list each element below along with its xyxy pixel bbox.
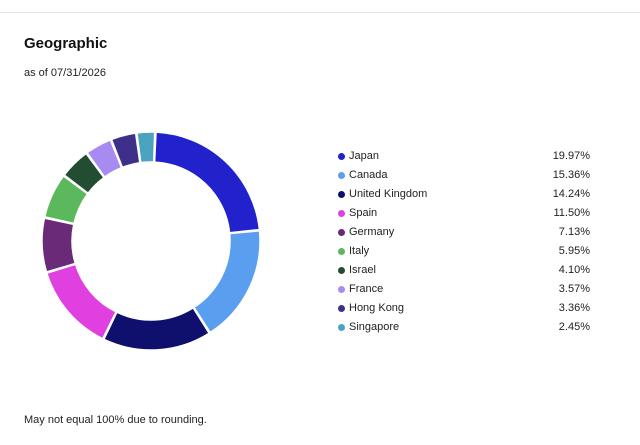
legend-swatch-singapore bbox=[338, 324, 345, 331]
legend-label-japan: Japan bbox=[349, 150, 379, 162]
donut-slice-japan[interactable] bbox=[153, 131, 261, 234]
legend-label-spain: Spain bbox=[349, 207, 378, 219]
legend-item-japan: Japan 19.97% bbox=[338, 148, 590, 167]
donut-slice-singapore[interactable] bbox=[136, 131, 156, 164]
legend-label-united-kingdom: United Kingdom bbox=[349, 188, 428, 200]
legend-value-japan: 19.97% bbox=[552, 150, 590, 162]
legend-value-singapore: 2.45% bbox=[558, 321, 590, 333]
legend-label-france: France bbox=[349, 283, 384, 295]
legend-label-hong-kong: Hong Kong bbox=[349, 302, 405, 314]
legend-value-hong-kong: 3.36% bbox=[558, 302, 590, 314]
legend-value-united-kingdom: 14.24% bbox=[552, 188, 590, 200]
legend-swatch-germany bbox=[338, 229, 345, 236]
legend-swatch-spain bbox=[338, 210, 345, 217]
donut-slice-canada[interactable] bbox=[192, 230, 261, 334]
donut-slice-israel[interactable] bbox=[63, 152, 105, 195]
legend-label-israel: Israel bbox=[349, 264, 376, 276]
legend-item-germany: Germany 7.13% bbox=[338, 224, 590, 243]
legend-item-singapore: Singapore 2.45% bbox=[338, 319, 590, 338]
legend-swatch-japan bbox=[338, 153, 345, 160]
legend-label-italy: Italy bbox=[349, 245, 370, 257]
legend-label-canada: Canada bbox=[349, 169, 388, 181]
legend-swatch-united-kingdom bbox=[338, 191, 345, 198]
legend-value-germany: 7.13% bbox=[558, 226, 590, 238]
donut-slice-italy[interactable] bbox=[43, 175, 89, 225]
as-of-date: as of 07/31/2026 bbox=[24, 67, 106, 79]
legend-item-france: France 3.57% bbox=[338, 281, 590, 300]
legend-value-italy: 5.95% bbox=[558, 245, 590, 257]
legend-swatch-hong-kong bbox=[338, 305, 345, 312]
donut-slice-united-kingdom[interactable] bbox=[102, 306, 211, 351]
top-divider bbox=[0, 12, 640, 13]
legend-item-hong-kong: Hong Kong 3.36% bbox=[338, 300, 590, 319]
legend-value-canada: 15.36% bbox=[552, 169, 590, 181]
legend-value-israel: 4.10% bbox=[558, 264, 590, 276]
rounding-footnote: May not equal 100% due to rounding. bbox=[24, 414, 207, 426]
geographic-donut-chart bbox=[41, 131, 261, 351]
legend-swatch-france bbox=[338, 286, 345, 293]
legend-label-singapore: Singapore bbox=[349, 321, 400, 333]
chart-legend: Japan 19.97% Canada 15.36% United Kingdom 14.… bbox=[338, 148, 590, 338]
legend-swatch-italy bbox=[338, 248, 345, 255]
legend-value-spain: 11.50% bbox=[553, 207, 591, 219]
legend-item-israel: Israel 4.10% bbox=[338, 262, 590, 281]
donut-slice-france[interactable] bbox=[86, 138, 123, 179]
legend-item-united-kingdom: United Kingdom 14.24% bbox=[338, 186, 590, 205]
legend-item-italy: Italy 5.95% bbox=[338, 243, 590, 262]
legend-item-canada: Canada 15.36% bbox=[338, 167, 590, 186]
legend-swatch-canada bbox=[338, 172, 345, 179]
donut-slice-spain[interactable] bbox=[45, 263, 118, 340]
legend-value-france: 3.57% bbox=[558, 283, 590, 295]
donut-slice-hong-kong[interactable] bbox=[110, 132, 141, 169]
legend-item-spain: Spain 11.50% bbox=[338, 205, 590, 224]
donut-slice-germany[interactable] bbox=[41, 217, 77, 273]
legend-label-germany: Germany bbox=[349, 226, 395, 238]
legend-swatch-israel bbox=[338, 267, 345, 274]
panel-title: Geographic bbox=[24, 35, 108, 52]
